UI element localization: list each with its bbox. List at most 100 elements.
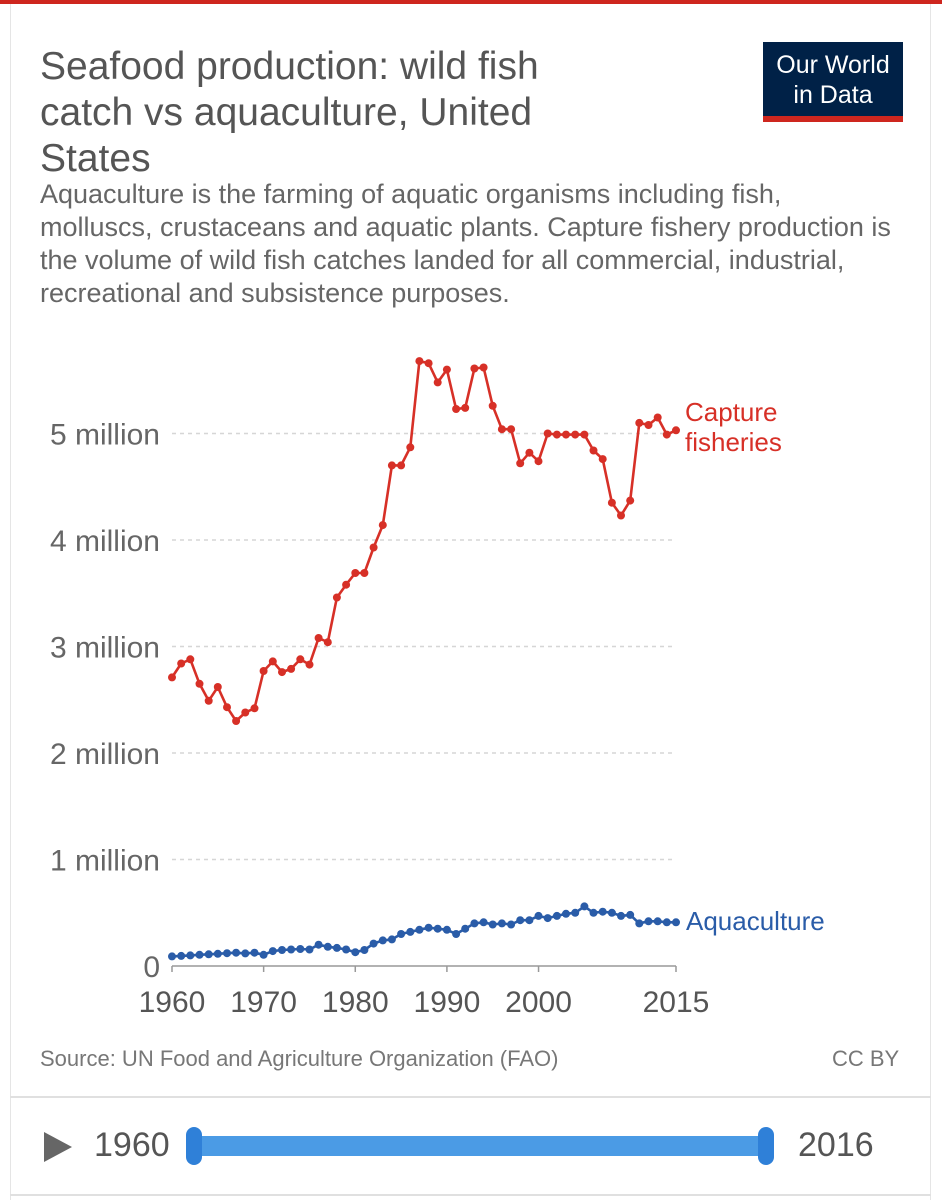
aquaculture-point: [461, 924, 470, 933]
capture-fisheries-point: [525, 448, 534, 457]
aquaculture-point: [250, 948, 259, 957]
aquaculture-point: [278, 946, 286, 954]
aquaculture-point: [305, 945, 314, 954]
capture-fisheries-point: [268, 657, 277, 666]
y-tick-label: 1 million: [50, 845, 160, 878]
capture-fisheries-point: [323, 638, 332, 647]
capture-fisheries-point: [516, 459, 525, 468]
aquaculture-point: [635, 919, 644, 928]
aquaculture-point: [332, 943, 341, 952]
aquaculture-point: [232, 948, 241, 957]
capture-fisheries-point: [562, 430, 570, 439]
x-tick-label: 1970: [230, 986, 297, 1019]
timeline-start-handle[interactable]: [186, 1127, 202, 1165]
capture-fisheries-point: [507, 425, 516, 434]
capture-fisheries-point: [433, 378, 442, 387]
aquaculture-point: [378, 936, 387, 945]
aquaculture-point: [525, 916, 534, 925]
aquaculture-point: [259, 950, 268, 959]
capture-fisheries-point: [617, 511, 625, 520]
aquaculture-point: [562, 909, 570, 918]
capture-fisheries-point: [186, 655, 195, 664]
capture-fisheries-point: [387, 461, 396, 470]
capture-fisheries-point: [672, 426, 680, 435]
capture-fisheries-point: [543, 429, 552, 438]
timeline-start-label: 1960: [94, 1126, 170, 1164]
aquaculture-point: [424, 923, 433, 932]
aquaculture-point: [177, 951, 186, 960]
source-note[interactable]: Source: UN Food and Agriculture Organiza…: [40, 1046, 559, 1071]
capture-fisheries-point: [378, 521, 387, 530]
capture-fisheries-point: [232, 717, 241, 725]
aquaculture-point: [488, 920, 497, 929]
capture-fisheries-point: [470, 364, 479, 373]
aquaculture-point: [195, 950, 204, 959]
aquaculture-point: [415, 925, 424, 934]
aquaculture-point: [452, 930, 461, 938]
aquaculture-point: [662, 918, 671, 927]
capture-fisheries-point: [168, 673, 176, 682]
capture-fisheries-point: [342, 580, 351, 589]
capture-fisheries-point: [442, 365, 451, 374]
y-tick-label: 0: [143, 951, 160, 984]
aquaculture-point: [589, 908, 598, 917]
y-tick-label: 2 million: [50, 738, 160, 771]
capture-fisheries-point: [406, 443, 415, 452]
chart-subtitle: Aquaculture is the farming of aquatic or…: [40, 179, 891, 308]
capture-fisheries-point: [452, 405, 461, 413]
capture-fisheries-point: [177, 659, 186, 668]
capture-fisheries-point: [552, 430, 561, 439]
capture-fisheries-point: [369, 543, 378, 552]
aquaculture-point: [360, 946, 369, 954]
capture-fisheries-point: [204, 696, 213, 705]
capture-fisheries-point: [287, 664, 296, 673]
capture-fisheries-point: [213, 683, 222, 691]
aquaculture-point: [617, 911, 625, 920]
aquaculture-point: [186, 951, 195, 960]
aquaculture-point: [314, 940, 323, 949]
bottom-divider: [10, 1194, 931, 1196]
capture-fisheries-point: [424, 359, 433, 368]
aquaculture-point: [433, 924, 442, 933]
logo-line-1: Our World: [776, 51, 890, 79]
aquaculture-point: [204, 950, 213, 959]
x-tick-label: 2000: [505, 986, 572, 1019]
play-icon[interactable]: [42, 1130, 74, 1164]
capture-fisheries-point: [598, 455, 607, 464]
x-tick-label: 2015: [643, 986, 710, 1019]
y-tick-label: 5 million: [50, 419, 160, 452]
logo-accent-bar: [763, 116, 903, 122]
capture-fisheries-point: [589, 446, 598, 455]
capture-fisheries-point: [662, 430, 671, 439]
owid-logo[interactable]: Our World in Data: [763, 42, 903, 122]
aquaculture-point: [653, 917, 662, 926]
capture-fisheries-point: [415, 357, 424, 366]
timeline-track[interactable]: [192, 1136, 774, 1156]
aquaculture-point: [672, 918, 680, 927]
y-tick-label: 4 million: [50, 525, 160, 558]
timeline-end-handle[interactable]: [758, 1127, 774, 1165]
aquaculture-point: [268, 947, 277, 956]
capture-fisheries-point: [278, 668, 286, 677]
aquaculture-point: [351, 948, 360, 957]
aquaculture-point: [442, 925, 451, 934]
capture-fisheries-point: [571, 430, 580, 439]
aquaculture-point: [598, 907, 607, 916]
capture-fisheries-point: [488, 401, 497, 410]
capture-fisheries-point: [332, 593, 341, 602]
capture-fisheries-point: [241, 708, 250, 717]
y-tick-label: 3 million: [50, 632, 160, 665]
aquaculture-point: [296, 945, 305, 953]
capture-fisheries-point: [250, 704, 259, 713]
capture-fisheries-label-line2: fisheries: [685, 427, 782, 457]
logo-line-2: in Data: [793, 81, 873, 109]
capture-fisheries-label: Capture: [685, 397, 778, 427]
aquaculture-point: [342, 945, 351, 954]
capture-fisheries-point: [305, 660, 314, 669]
aquaculture-point: [607, 908, 616, 917]
capture-fisheries-point: [626, 496, 635, 505]
license-label[interactable]: CC BY: [832, 1046, 900, 1071]
capture-fisheries-point: [296, 655, 305, 664]
capture-fisheries-point: [497, 425, 506, 434]
